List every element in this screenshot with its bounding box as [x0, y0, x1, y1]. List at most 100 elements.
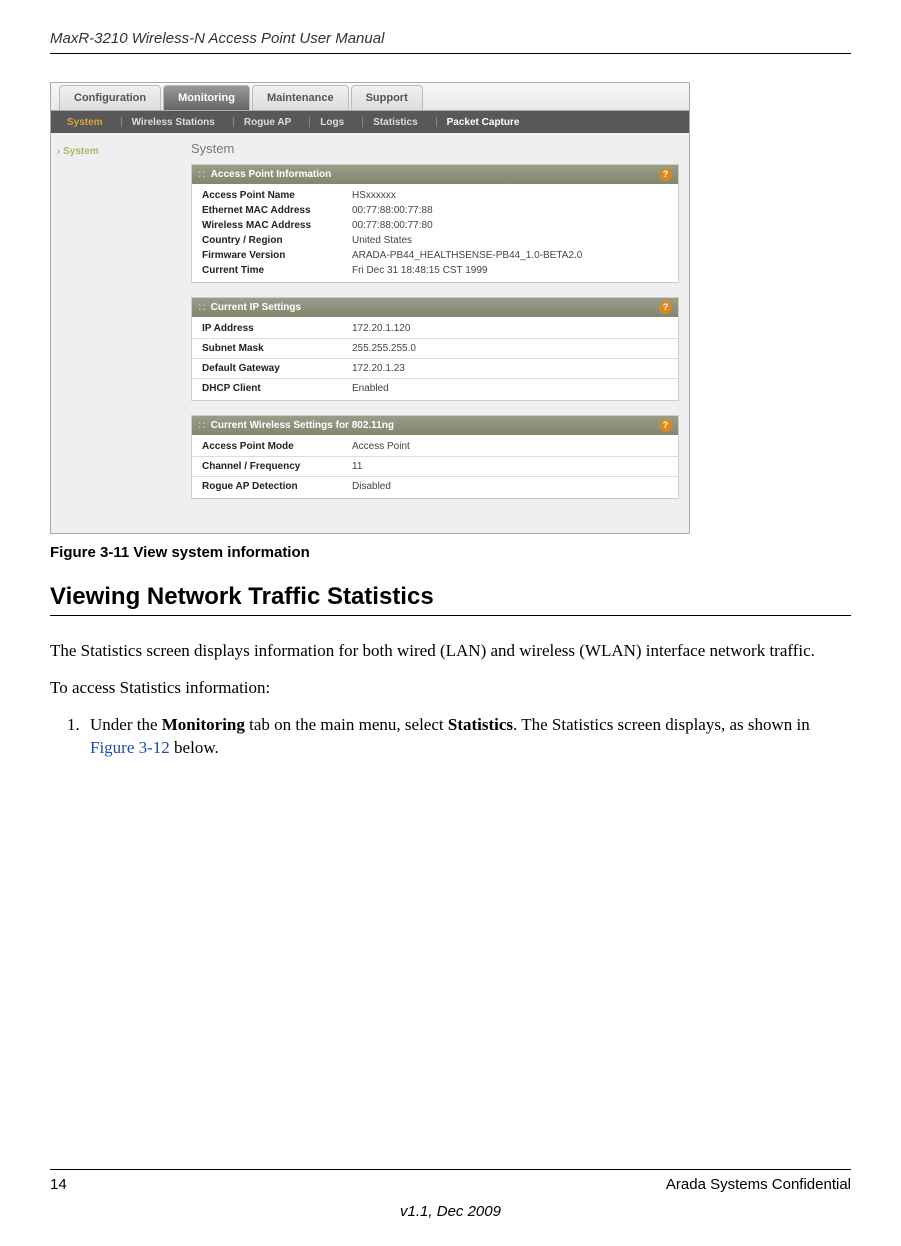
help-icon[interactable]: ? [659, 301, 672, 314]
block-title-wireless: Current Wireless Settings for 802.11ng [198, 420, 394, 431]
subtab-system[interactable]: System [61, 117, 109, 128]
row-divider [192, 338, 678, 339]
step-text: tab on the main menu, select [245, 715, 448, 734]
row-value: Fri Dec 31 18:48:15 CST 1999 [352, 265, 487, 276]
block-title-ip: Current IP Settings [198, 302, 301, 313]
row-key: DHCP Client [202, 383, 352, 394]
row-value: Enabled [352, 383, 389, 394]
table-row: Ethernet MAC Address00:77:88:00:77:88 [192, 203, 678, 218]
row-value: Disabled [352, 481, 391, 492]
step-bold: Monitoring [162, 715, 245, 734]
row-key: Channel / Frequency [202, 461, 352, 472]
table-row: Firmware VersionARADA-PB44_HEALTHSENSE-P… [192, 248, 678, 263]
row-key: Access Point Name [202, 190, 352, 201]
row-value: 172.20.1.23 [352, 363, 405, 374]
block-head-wireless: Current Wireless Settings for 802.11ng? [192, 416, 678, 435]
table-row: DHCP ClientEnabled [192, 381, 678, 396]
table-row: IP Address172.20.1.120 [192, 321, 678, 336]
row-value: Access Point [352, 441, 410, 452]
subtab-packet-capture[interactable]: Packet Capture [430, 117, 526, 128]
block-ap-info: Access Point Information? Access Point N… [191, 164, 679, 283]
sidebar-item-label: System [63, 146, 99, 157]
figure-link[interactable]: Figure 3-12 [90, 738, 170, 757]
main-tabbar: Configuration Monitoring Maintenance Sup… [51, 83, 689, 111]
screenshot-figure: Configuration Monitoring Maintenance Sup… [50, 82, 690, 534]
block-head-ip: Current IP Settings? [192, 298, 678, 317]
block-head-ap-info: Access Point Information? [192, 165, 678, 184]
tab-maintenance[interactable]: Maintenance [252, 85, 349, 110]
help-icon[interactable]: ? [659, 419, 672, 432]
row-key: Current Time [202, 265, 352, 276]
footer-row: 14 Arada Systems Confidential [50, 1176, 851, 1193]
sidebar: › System [51, 133, 181, 533]
row-key: Firmware Version [202, 250, 352, 261]
row-key: Wireless MAC Address [202, 220, 352, 231]
table-row: Rogue AP DetectionDisabled [192, 479, 678, 494]
row-divider [192, 476, 678, 477]
row-value: 172.20.1.120 [352, 323, 410, 334]
panel-title: System [191, 141, 679, 156]
row-value: United States [352, 235, 412, 246]
subtab-wireless-stations[interactable]: Wireless Stations [115, 117, 221, 128]
sidebar-item-system[interactable]: › System [57, 146, 99, 157]
paragraph: The Statistics screen displays informati… [50, 640, 851, 663]
row-value: ARADA-PB44_HEALTHSENSE-PB44_1.0-BETA2.0 [352, 250, 582, 261]
subtab-rogue-ap[interactable]: Rogue AP [227, 117, 297, 128]
page-number: 14 [50, 1176, 67, 1193]
subtab-statistics[interactable]: Statistics [356, 117, 423, 128]
block-wireless-settings: Current Wireless Settings for 802.11ng? … [191, 415, 679, 499]
block-ip-settings: Current IP Settings? IP Address172.20.1.… [191, 297, 679, 401]
version-label: v1.1, Dec 2009 [50, 1203, 851, 1220]
row-key: IP Address [202, 323, 352, 334]
row-key: Default Gateway [202, 363, 352, 374]
tab-support[interactable]: Support [351, 85, 423, 110]
row-value: 255.255.255.0 [352, 343, 416, 354]
list-item: Under the Monitoring tab on the main men… [84, 714, 851, 760]
table-row: Default Gateway172.20.1.23 [192, 361, 678, 376]
table-row: Channel / Frequency11 [192, 459, 678, 474]
row-value: HSxxxxxx [352, 190, 396, 201]
table-row: Access Point NameHSxxxxxx [192, 188, 678, 203]
row-key: Subnet Mask [202, 343, 352, 354]
help-icon[interactable]: ? [659, 168, 672, 181]
row-key: Country / Region [202, 235, 352, 246]
main-panel: System Access Point Information? Access … [181, 133, 689, 533]
page-footer: 14 Arada Systems Confidential v1.1, Dec … [50, 1169, 851, 1220]
table-row: Access Point ModeAccess Point [192, 439, 678, 454]
table-row: Wireless MAC Address00:77:88:00:77:80 [192, 218, 678, 233]
footer-rule [50, 1169, 851, 1170]
row-divider [192, 456, 678, 457]
tab-monitoring[interactable]: Monitoring [163, 85, 250, 110]
row-value: 00:77:88:00:77:88 [352, 205, 433, 216]
content-area: › System System Access Point Information… [51, 133, 689, 533]
row-divider [192, 358, 678, 359]
table-row: Country / RegionUnited States [192, 233, 678, 248]
subtab-logs[interactable]: Logs [303, 117, 350, 128]
doc-header: MaxR-3210 Wireless-N Access Point User M… [50, 30, 851, 47]
block-body-wireless: Access Point ModeAccess Point Channel / … [192, 435, 678, 498]
step-text: Under the [90, 715, 162, 734]
table-row: Subnet Mask255.255.255.0 [192, 341, 678, 356]
step-bold: Statistics [448, 715, 513, 734]
row-key: Rogue AP Detection [202, 481, 352, 492]
row-value: 11 [352, 461, 362, 472]
section-heading: Viewing Network Traffic Statistics [50, 583, 851, 611]
figure-caption: Figure 3-11 View system information [50, 544, 851, 561]
block-body-ap-info: Access Point NameHSxxxxxx Ethernet MAC A… [192, 184, 678, 282]
row-divider [192, 378, 678, 379]
row-value: 00:77:88:00:77:80 [352, 220, 433, 231]
table-row: Current TimeFri Dec 31 18:48:15 CST 1999 [192, 263, 678, 278]
block-title-ap-info: Access Point Information [198, 169, 331, 180]
block-body-ip: IP Address172.20.1.120 Subnet Mask255.25… [192, 317, 678, 400]
steps-list: Under the Monitoring tab on the main men… [50, 714, 851, 760]
confidential-label: Arada Systems Confidential [666, 1176, 851, 1193]
step-text: below. [170, 738, 219, 757]
tab-configuration[interactable]: Configuration [59, 85, 161, 110]
row-key: Access Point Mode [202, 441, 352, 452]
paragraph: To access Statistics information: [50, 677, 851, 700]
row-key: Ethernet MAC Address [202, 205, 352, 216]
sub-tabbar: System Wireless Stations Rogue AP Logs S… [51, 111, 689, 133]
step-text: . The Statistics screen displays, as sho… [513, 715, 810, 734]
header-rule [50, 53, 851, 54]
section-rule [50, 615, 851, 616]
